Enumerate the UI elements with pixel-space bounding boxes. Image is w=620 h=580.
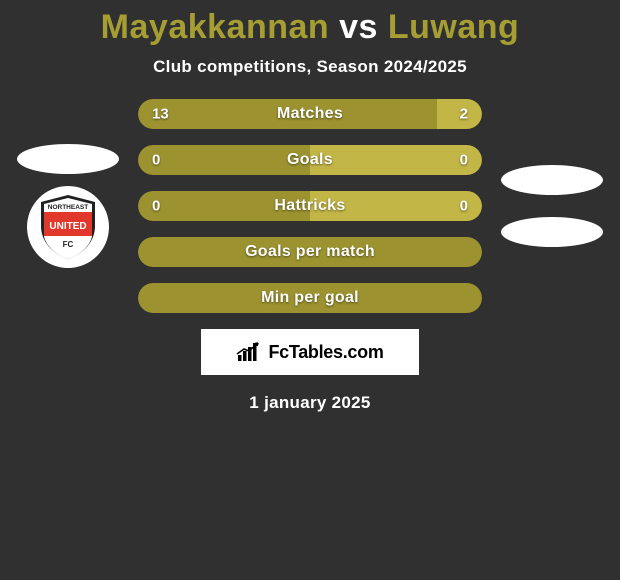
player1-photo-placeholder [17, 144, 119, 174]
bar-chart-icon [236, 341, 262, 363]
left-column: NORTHEAST UNITED FC [8, 144, 128, 268]
bar-fill-left [138, 145, 310, 175]
player2-name: Luwang [388, 8, 519, 46]
stat-value-right: 2 [460, 106, 468, 123]
main-row: NORTHEAST UNITED FC 13 Matches 2 [0, 99, 620, 313]
stat-bar-min-per-goal: Min per goal [138, 283, 482, 313]
brand-box: FcTables.com [201, 329, 419, 375]
player1-club-badge: NORTHEAST UNITED FC [27, 186, 109, 268]
northeast-united-badge-icon: NORTHEAST UNITED FC [33, 192, 103, 262]
stat-value-left: 0 [152, 152, 160, 169]
stat-label: Goals per match [245, 243, 375, 261]
svg-text:FC: FC [63, 240, 74, 249]
bar-fill-right [310, 145, 482, 175]
stat-label: Min per goal [261, 289, 359, 307]
svg-text:UNITED: UNITED [49, 221, 86, 232]
stat-bar-hattricks: 0 Hattricks 0 [138, 191, 482, 221]
stat-bar-goals-per-match: Goals per match [138, 237, 482, 267]
stat-value-left: 13 [152, 106, 169, 123]
vs-text: vs [329, 8, 388, 46]
page-title: Mayakkannan vs Luwang [0, 8, 620, 47]
stat-value-right: 0 [460, 198, 468, 215]
infographic-container: Mayakkannan vs Luwang Club competitions,… [0, 0, 620, 413]
stat-label: Matches [277, 105, 343, 123]
subtitle: Club competitions, Season 2024/2025 [0, 57, 620, 77]
brand-text: FcTables.com [268, 342, 383, 363]
right-column [492, 165, 612, 247]
player1-name: Mayakkannan [101, 8, 330, 46]
stat-label: Hattricks [274, 197, 345, 215]
player2-photo-placeholder [501, 165, 603, 195]
date-text: 1 january 2025 [0, 393, 620, 413]
stat-bars: 13 Matches 2 0 Goals 0 0 Hattricks 0 G [138, 99, 482, 313]
stat-value-left: 0 [152, 198, 160, 215]
stat-label: Goals [287, 151, 333, 169]
player2-club-placeholder [501, 217, 603, 247]
stat-bar-goals: 0 Goals 0 [138, 145, 482, 175]
svg-text:NORTHEAST: NORTHEAST [48, 204, 88, 211]
stat-bar-matches: 13 Matches 2 [138, 99, 482, 129]
stat-value-right: 0 [460, 152, 468, 169]
